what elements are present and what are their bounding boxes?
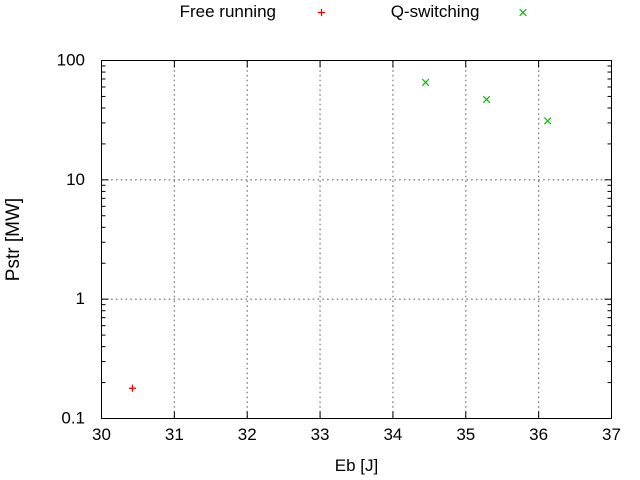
svg-text:37: 37 [602, 425, 621, 444]
svg-text:36: 36 [529, 425, 548, 444]
svg-text:30: 30 [92, 425, 111, 444]
svg-text:Free running: Free running [180, 2, 276, 21]
svg-text:35: 35 [456, 425, 475, 444]
svg-text:Pstr [MW]: Pstr [MW] [3, 198, 24, 281]
svg-text:10: 10 [66, 170, 85, 189]
svg-text:Q-switching: Q-switching [391, 2, 480, 21]
svg-text:34: 34 [383, 425, 402, 444]
svg-text:0.1: 0.1 [61, 409, 85, 428]
svg-text:100: 100 [57, 51, 85, 70]
svg-text:31: 31 [165, 425, 184, 444]
svg-text:32: 32 [238, 425, 257, 444]
svg-text:1: 1 [76, 289, 85, 308]
svg-text:Eb [J]: Eb [J] [335, 456, 378, 475]
svg-text:33: 33 [311, 425, 330, 444]
